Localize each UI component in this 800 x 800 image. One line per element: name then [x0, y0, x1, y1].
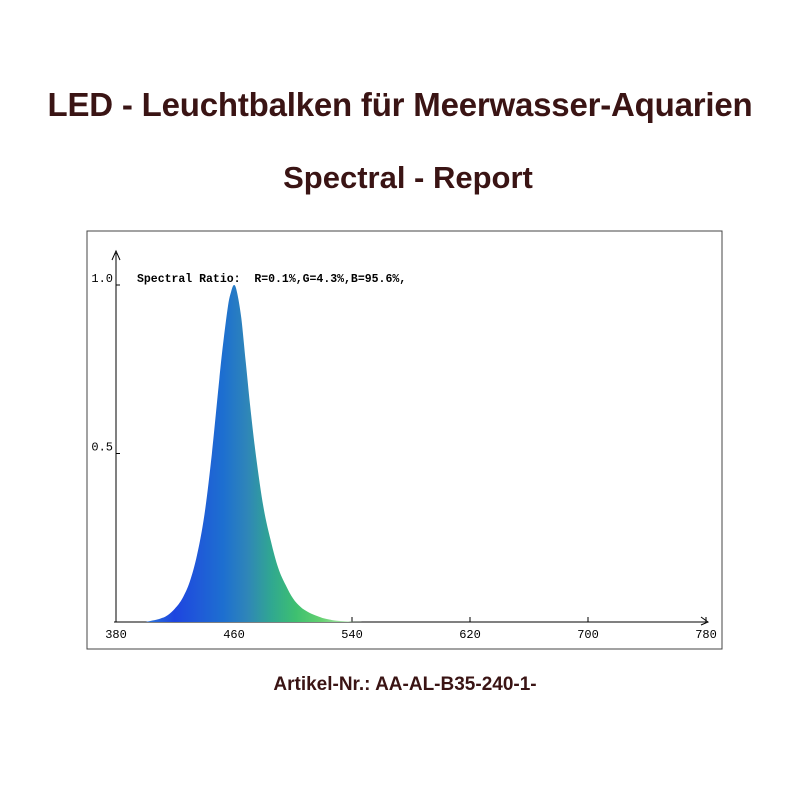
- x-tick-label: 780: [695, 628, 717, 642]
- x-axis-arrow: [700, 616, 710, 626]
- article-number: Artikel-Nr.: AA-AL-B35-240-1-: [273, 674, 537, 695]
- y-tick-label: 0.5: [91, 441, 113, 455]
- chart-frame: [86, 230, 723, 650]
- spectrum-area: [145, 285, 367, 622]
- spectral-ratio-annotation: Spectral Ratio: R=0.1%,G=4.3%,B=95.6%,: [137, 273, 406, 286]
- x-tick-label: 700: [577, 628, 599, 642]
- page-title: LED - Leuchtbalken für Meerwasser-Aquari…: [47, 86, 753, 123]
- y-ticks: 0.5 1.0: [91, 272, 120, 455]
- page-subtitle: Spectral - Report: [283, 160, 533, 195]
- x-tick-label: 620: [459, 628, 481, 642]
- x-tick-label: 380: [105, 628, 127, 642]
- x-tick-label: 540: [341, 628, 363, 642]
- x-tick-label: 460: [223, 628, 245, 642]
- y-axis-arrow: [111, 249, 121, 261]
- y-tick-label: 1.0: [91, 272, 113, 286]
